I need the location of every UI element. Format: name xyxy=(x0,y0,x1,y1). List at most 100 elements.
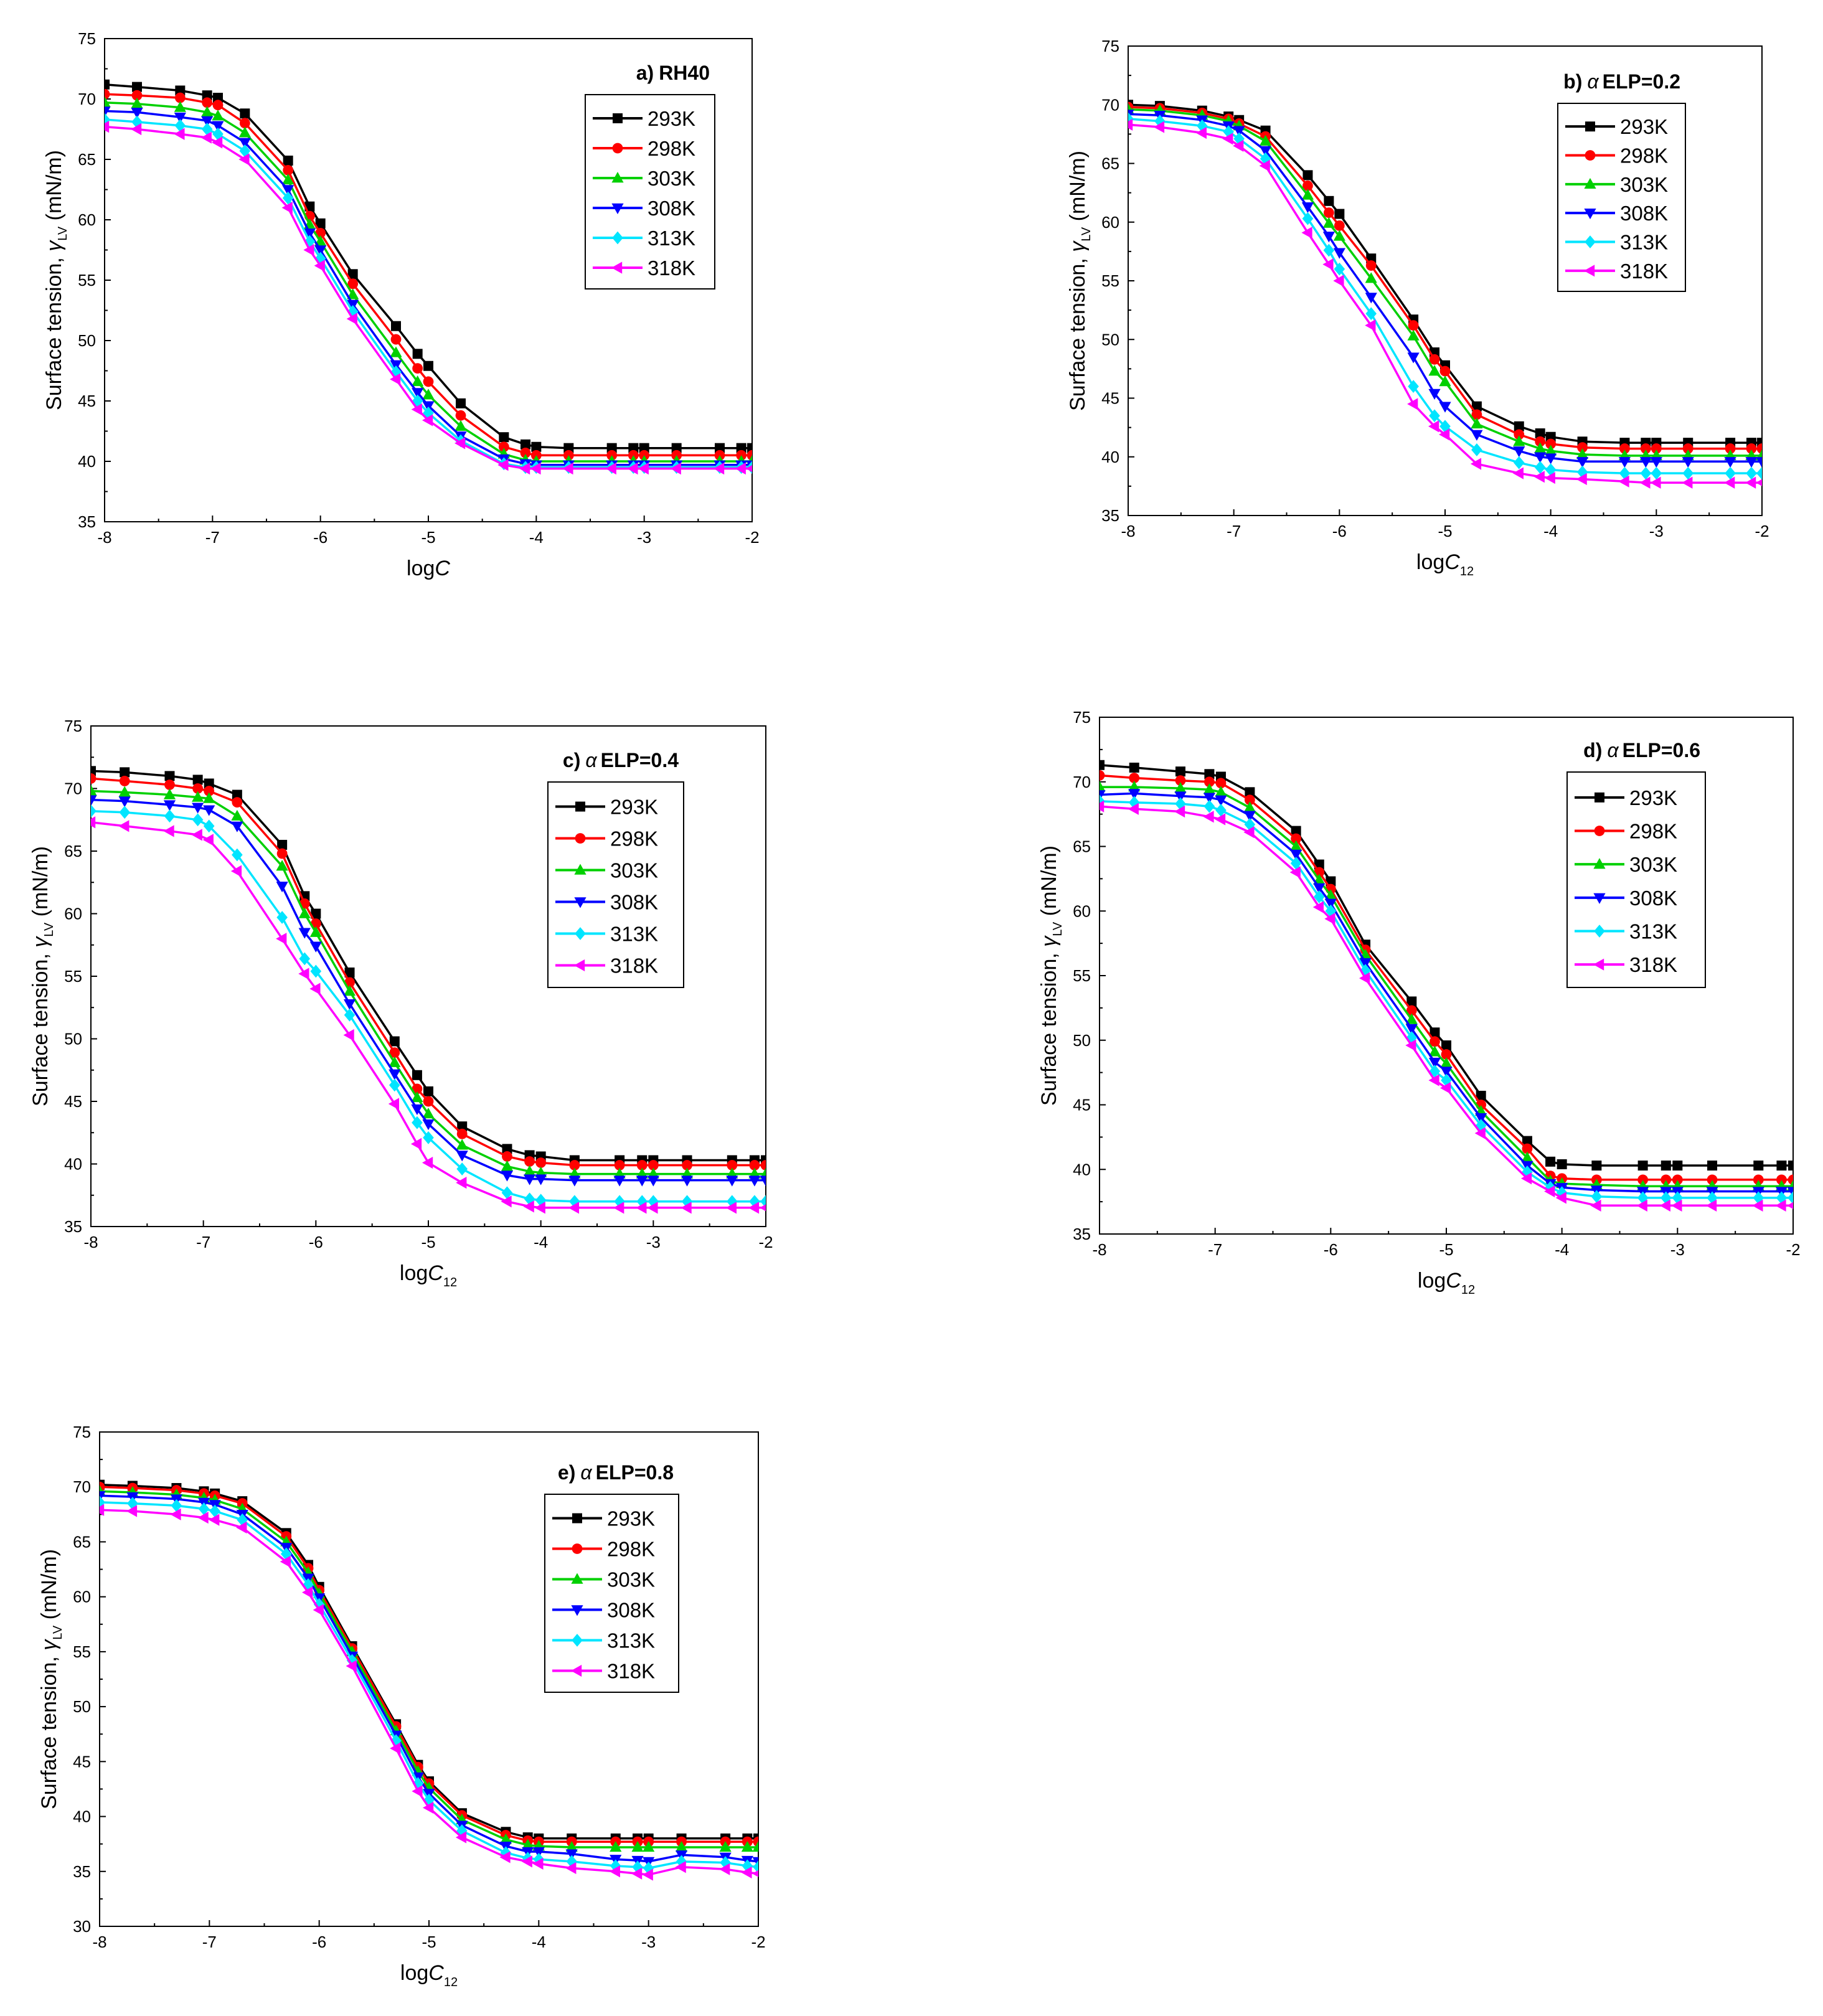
data-point-313K xyxy=(212,127,224,141)
chart-panel-c: -8 -7 -6 -5 -4 -3 -2 35 40 45 50 55 60 65 70 75 logC12 Su… xyxy=(29,717,773,1289)
data-point-313K xyxy=(1534,461,1546,474)
data-point-318K xyxy=(298,968,309,980)
data-point-303K xyxy=(1301,189,1314,200)
data-point-303K xyxy=(347,288,359,299)
data-point-318K xyxy=(343,1029,354,1042)
data-point-303K xyxy=(741,1840,753,1852)
data-point-298K xyxy=(1291,833,1302,844)
data-point-318K xyxy=(411,403,422,416)
data-point-313K xyxy=(1651,466,1662,480)
data-point-313K xyxy=(1776,1191,1788,1205)
y-axis-title-unit: (mN/m) xyxy=(29,846,52,923)
data-point-313K xyxy=(1128,796,1140,809)
legend-item: 303K xyxy=(593,167,695,190)
y-tick-label: 75 xyxy=(64,717,82,735)
legend-item: 313K xyxy=(555,923,658,946)
legend-marker xyxy=(611,261,623,274)
data-point-318K xyxy=(627,463,638,475)
data-point-313K xyxy=(423,1793,435,1807)
legend-marker xyxy=(575,801,585,812)
data-point-318K xyxy=(719,1863,730,1875)
data-point-318K xyxy=(131,123,142,136)
data-point-308K xyxy=(456,1151,468,1162)
data-point-298K xyxy=(1302,180,1313,191)
data-point-313K xyxy=(1302,212,1314,225)
data-point-308K xyxy=(535,1174,547,1185)
data-point-318K xyxy=(501,1195,512,1208)
data-point-313K xyxy=(1672,1191,1684,1205)
data-point-318K xyxy=(1405,1039,1416,1052)
data-point-293K xyxy=(628,443,639,453)
legend-item: 293K xyxy=(593,107,695,130)
x-axis-title-variable: C xyxy=(435,557,450,580)
data-point-298K xyxy=(1707,1174,1718,1185)
y-tick-label: 60 xyxy=(78,210,96,229)
data-point-318K xyxy=(280,1555,291,1568)
data-point-318K xyxy=(197,1512,209,1524)
data-point-293K xyxy=(347,269,358,280)
data-point-303K xyxy=(1333,230,1345,241)
data-point-313K xyxy=(100,1496,105,1509)
data-point-308K xyxy=(1618,457,1631,468)
legend-marker xyxy=(574,864,586,875)
data-point-318K xyxy=(1322,258,1334,271)
data-point-318K xyxy=(423,1801,434,1814)
data-point-308K xyxy=(411,1104,423,1116)
data-point-313K xyxy=(1682,466,1694,480)
data-point-313K xyxy=(1325,904,1337,918)
data-point-308K xyxy=(1290,849,1302,860)
data-point-293K xyxy=(175,85,186,96)
data-point-298K xyxy=(498,441,509,453)
data-point-318K xyxy=(276,933,287,945)
legend-label: 298K xyxy=(648,137,695,160)
y-tick-label: 55 xyxy=(1101,271,1119,290)
y-tick-label: 70 xyxy=(1073,773,1091,791)
data-point-298K xyxy=(1430,1036,1440,1047)
legend-marker xyxy=(611,203,624,214)
y-tick-label: 40 xyxy=(64,1155,82,1174)
data-point-318K xyxy=(412,1785,423,1797)
data-point-303K xyxy=(1215,786,1227,797)
data-point-308K xyxy=(1650,457,1662,468)
data-point-318K xyxy=(1474,1127,1486,1139)
y-tick-label: 65 xyxy=(73,1532,91,1551)
panel-title-prefix: a) xyxy=(636,62,654,84)
y-tick-label: 35 xyxy=(78,512,96,531)
data-point-298K xyxy=(749,1160,760,1171)
panel-title-label: RH40 xyxy=(659,62,710,84)
data-point-313K xyxy=(566,1855,578,1868)
data-point-313K xyxy=(1756,466,1762,480)
data-point-318K xyxy=(1128,803,1139,815)
data-point-318K xyxy=(126,1505,138,1517)
legend-item: 313K xyxy=(1565,231,1668,254)
x-tick-label: -5 xyxy=(421,1233,435,1251)
legend: 293K 298K 303K 308K 313K 318K xyxy=(585,94,715,290)
x-axis-title-main: log xyxy=(1418,1269,1446,1293)
data-point-308K xyxy=(1215,795,1227,806)
legend-marker xyxy=(611,172,624,183)
plot-area xyxy=(1128,100,1762,489)
legend-item: 303K xyxy=(1575,853,1677,876)
data-point-303K xyxy=(422,389,435,400)
data-point-318K xyxy=(714,463,725,475)
y-tick-label: 55 xyxy=(73,1642,91,1661)
data-point-303K xyxy=(118,786,131,797)
data-point-318K xyxy=(523,1200,534,1213)
data-point-318K xyxy=(1428,420,1439,433)
data-point-318K xyxy=(1682,476,1693,489)
data-point-293K xyxy=(1175,766,1185,777)
data-point-298K xyxy=(192,783,204,794)
data-point-318K xyxy=(638,463,649,475)
data-point-318K xyxy=(1470,458,1482,470)
chart-panel-a: -8 -7 -6 -5 -4 -3 -2 35 40 45 50 55 60 65 70 75 logC Surf… xyxy=(42,29,760,580)
data-point-318K xyxy=(390,373,401,385)
data-point-298K xyxy=(276,848,288,859)
data-point-293K xyxy=(1406,996,1417,1007)
legend-item: 303K xyxy=(555,859,658,882)
data-point-318K xyxy=(675,1861,686,1873)
data-point-318K xyxy=(1555,1192,1566,1204)
data-point-298K xyxy=(1756,443,1762,454)
data-point-318K xyxy=(1639,476,1651,489)
data-point-293K xyxy=(311,908,321,919)
data-point-318K xyxy=(281,202,293,214)
